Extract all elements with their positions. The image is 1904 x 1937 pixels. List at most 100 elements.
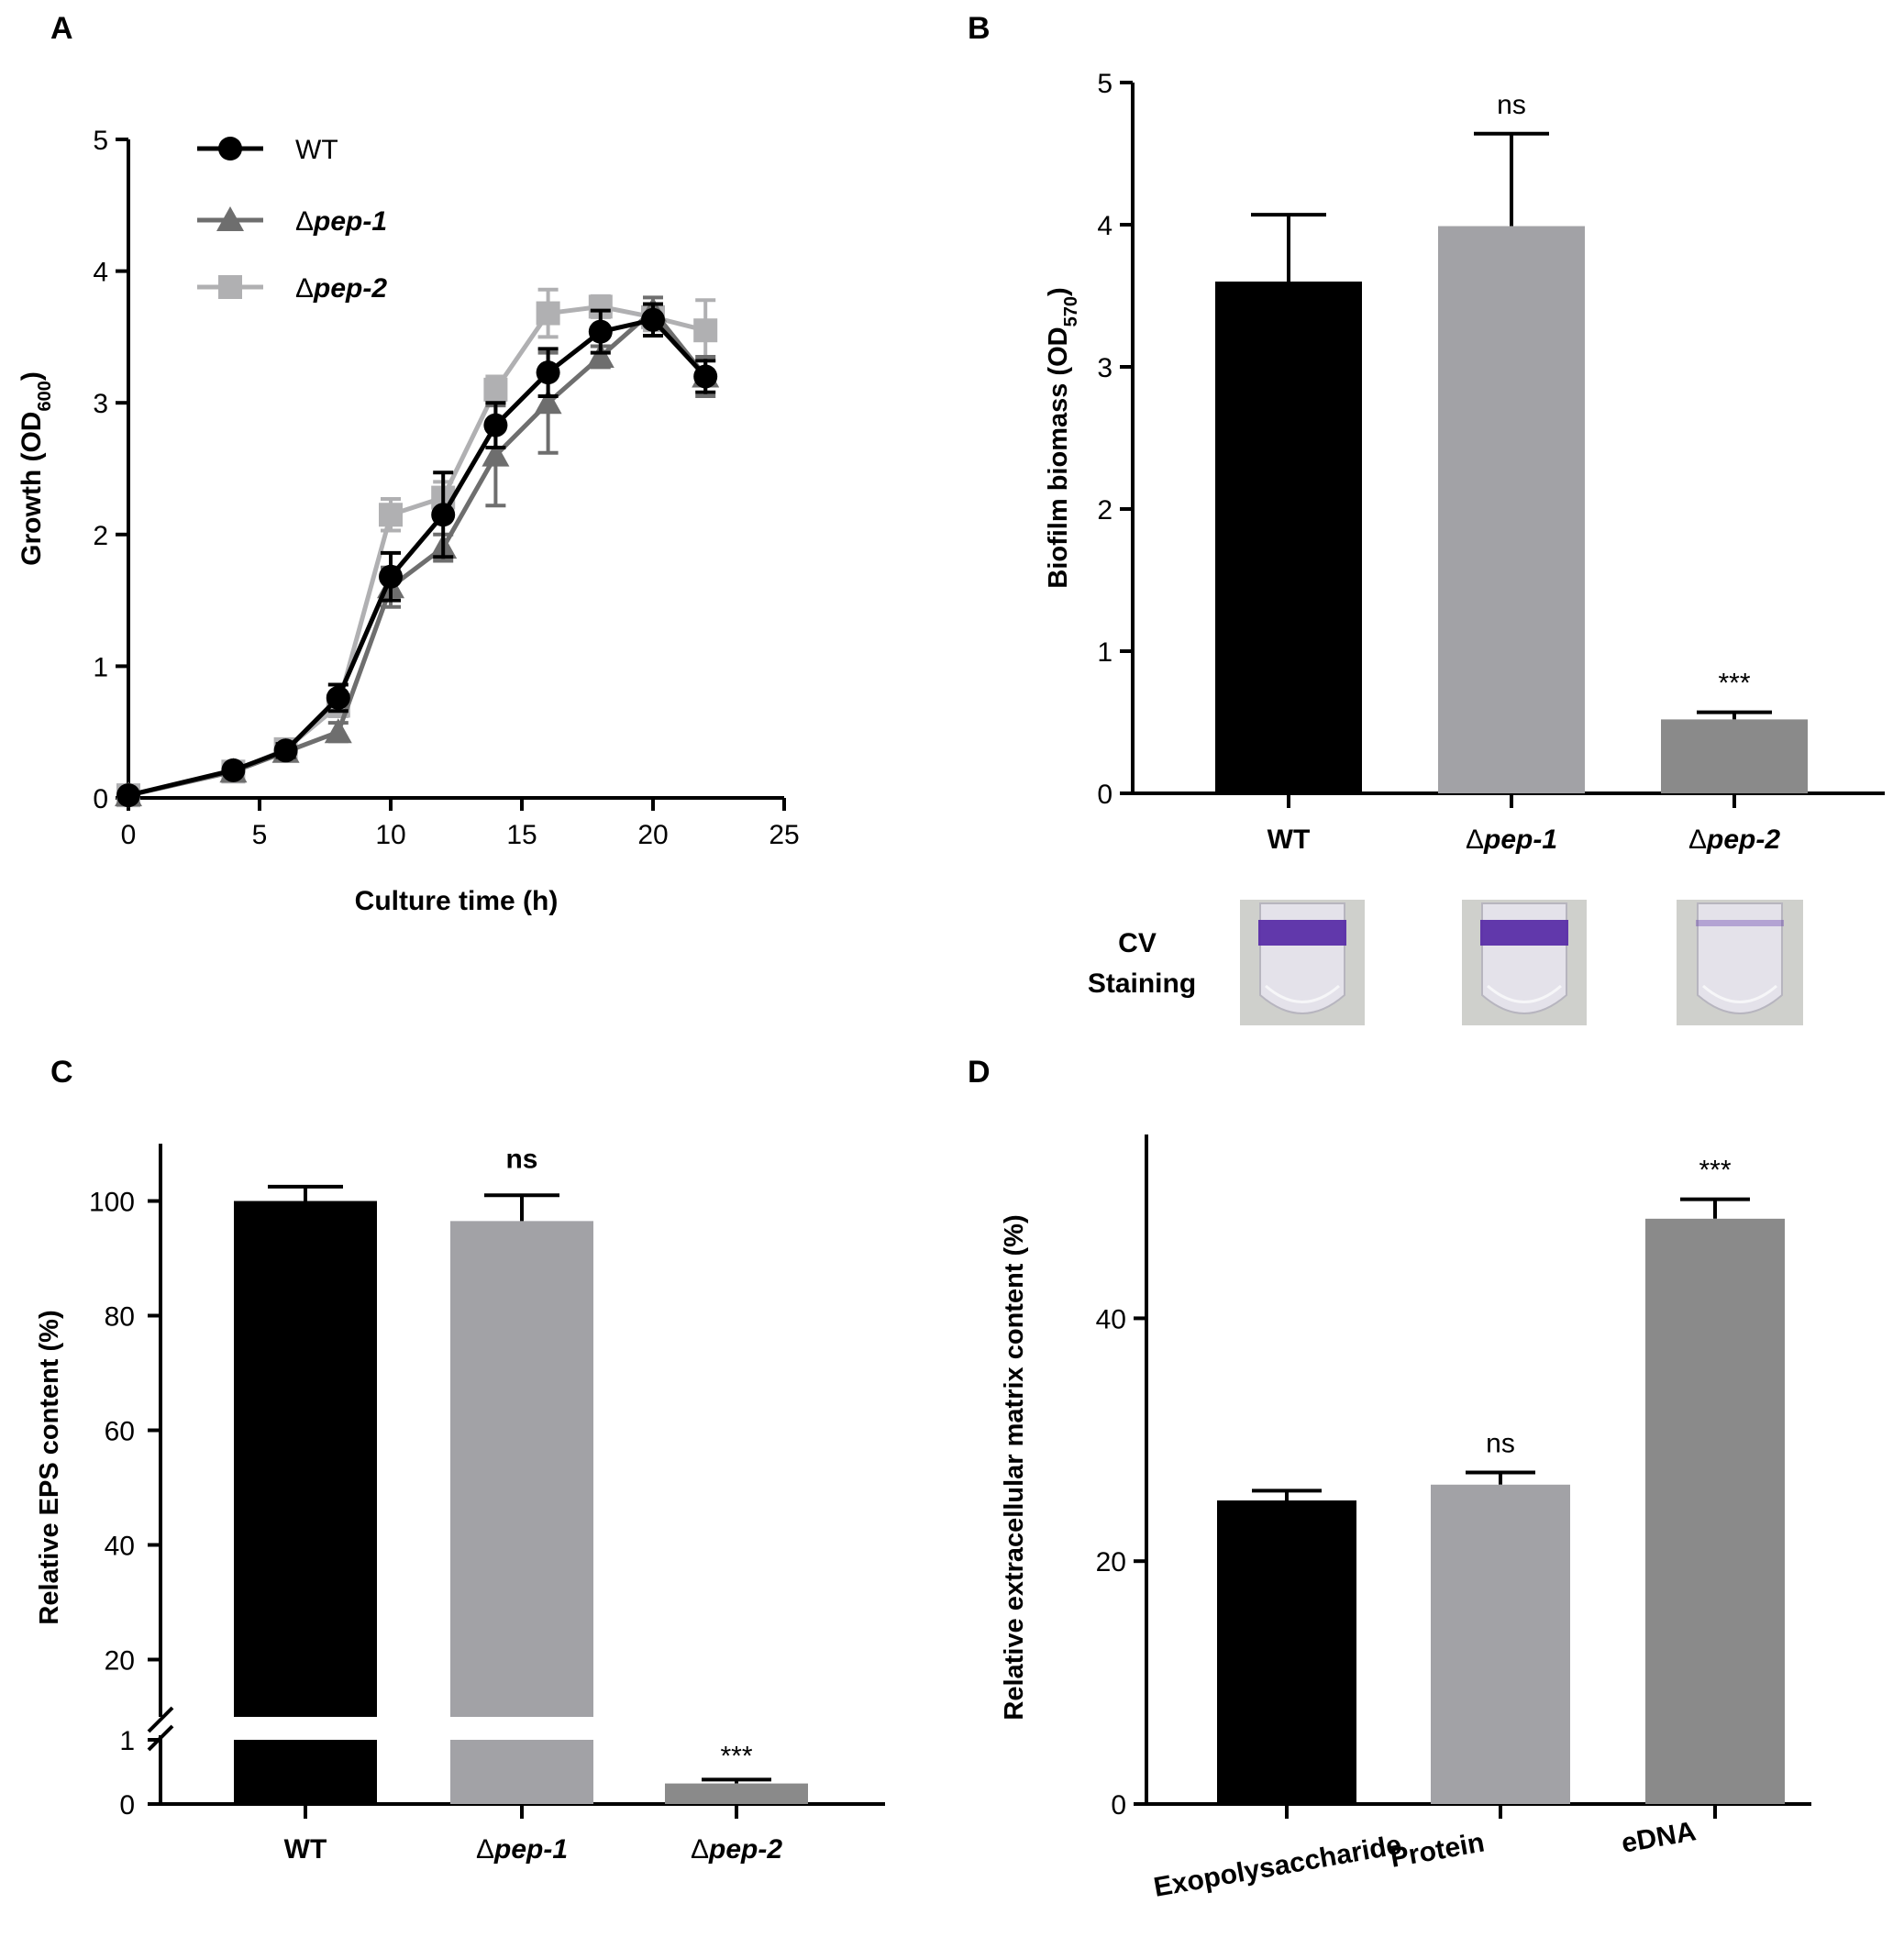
panel-a-point bbox=[116, 783, 140, 808]
panel-b-stain-band bbox=[1696, 920, 1784, 926]
panel-b-inset-label-line2: Staining bbox=[1088, 968, 1196, 999]
panel-d-bar bbox=[1431, 1484, 1570, 1804]
panel-c-y-tick-label: 100 bbox=[89, 1188, 135, 1218]
panel-a-x-tick-label: 15 bbox=[506, 820, 537, 850]
panel-a-legend-marker bbox=[218, 137, 242, 160]
panel-b-cv-tube-photo bbox=[1677, 900, 1803, 1025]
panel-d-y-tick-label: 40 bbox=[1096, 1304, 1126, 1334]
panel-a-legend-label: Δpep-2 bbox=[295, 273, 387, 304]
panel-a-point bbox=[536, 360, 560, 385]
panel-a-point bbox=[324, 718, 352, 744]
panel-a-x-axis-label: Culture time (h) bbox=[355, 886, 559, 916]
panel-c-bar-lower bbox=[234, 1740, 377, 1804]
panel-a-point bbox=[326, 685, 350, 710]
panel-a-point bbox=[693, 318, 718, 343]
panel-d-y-tick-label: 0 bbox=[1111, 1790, 1126, 1821]
panel-label-d: D bbox=[968, 1055, 991, 1090]
panel-b-y-axis-label: Biofilm biomass (OD570) bbox=[1044, 287, 1081, 588]
panel-a-x-tick-label: 0 bbox=[121, 820, 137, 850]
panel-b-inset-label-line1: CV bbox=[1118, 928, 1157, 958]
panel-c-eps-content: 0 1 20 40 60 80 100 Relative EPS content (%) WT n… bbox=[35, 1144, 885, 1865]
panel-b-tube bbox=[1697, 902, 1783, 1014]
panel-c-y-tick-label: 80 bbox=[105, 1302, 135, 1333]
panel-c-significance: *** bbox=[720, 1741, 752, 1771]
panel-b-y-tick-label: 0 bbox=[1097, 780, 1113, 810]
panel-c-axis-break-mark bbox=[147, 1706, 174, 1733]
panel-label-a: A bbox=[50, 11, 73, 46]
panel-a-growth-curve: 0 1 2 3 4 5 0 5 10 15 20 25 Culture time (h) Growth (… bbox=[17, 126, 800, 916]
panel-a-point bbox=[483, 377, 508, 402]
panel-c-y-tick-label: 60 bbox=[105, 1417, 135, 1447]
panel-c-y-tick-label: 1 bbox=[119, 1726, 135, 1756]
panel-b-category-label: Δpep-1 bbox=[1466, 825, 1557, 855]
panel-b-stain-band bbox=[1258, 920, 1346, 946]
panel-a-x-tick-label: 10 bbox=[375, 820, 405, 850]
panel-d-category-label: eDNA bbox=[1619, 1816, 1698, 1859]
panel-a-point bbox=[588, 319, 613, 344]
panel-a-point bbox=[586, 342, 614, 368]
panel-a-point bbox=[536, 301, 560, 326]
panel-a-point bbox=[379, 503, 403, 527]
panel-a-y-tick-label: 5 bbox=[93, 126, 108, 156]
panel-a-y-tick-label: 0 bbox=[93, 784, 108, 814]
panel-d-y-tick-label: 20 bbox=[1096, 1547, 1126, 1577]
panel-d-significance: *** bbox=[1699, 1156, 1731, 1186]
panel-c-bar-upper bbox=[450, 1221, 593, 1717]
panel-a-y-axis-label: Growth (OD600) bbox=[17, 371, 55, 566]
panel-b-y-tick-label: 2 bbox=[1097, 495, 1113, 526]
panel-c-category-label: WT bbox=[284, 1834, 327, 1865]
panel-b-category-label: WT bbox=[1267, 825, 1311, 855]
panel-c-y-tick-label: 40 bbox=[105, 1532, 135, 1562]
panel-a-legend-entry: Δpep-1 bbox=[197, 206, 387, 237]
panel-a-legend-marker bbox=[218, 275, 242, 299]
panel-c-bar-upper bbox=[234, 1201, 377, 1717]
panel-a-x-tick-label: 25 bbox=[769, 820, 799, 850]
panel-a-point bbox=[693, 364, 718, 389]
panel-b-biofilm-biomass: 0 1 2 3 4 5 Biofilm biomass (OD570) WT Δpep-1 ns Δ… bbox=[1044, 69, 1885, 1025]
panel-c-bar-lower bbox=[450, 1740, 593, 1804]
panel-c-y-tick-label: 20 bbox=[105, 1646, 135, 1677]
panel-a-legend-entry: WT bbox=[197, 135, 338, 165]
panel-b-significance: ns bbox=[1497, 90, 1526, 120]
panel-c-bar-lower bbox=[665, 1783, 808, 1804]
panel-b-stain-band bbox=[1480, 920, 1568, 946]
panel-a-point bbox=[379, 564, 403, 589]
panel-a-series bbox=[116, 302, 718, 808]
panel-d-category-label: Exopolysaccharide bbox=[1151, 1830, 1403, 1903]
panel-b-y-tick-label: 5 bbox=[1097, 69, 1113, 99]
panel-d-bar bbox=[1645, 1218, 1785, 1804]
panel-a-y-tick-label: 2 bbox=[93, 521, 108, 551]
panel-a-point bbox=[431, 503, 456, 527]
panel-c-category-label: Δpep-2 bbox=[691, 1834, 782, 1865]
panel-b-y-tick-label: 3 bbox=[1097, 353, 1113, 383]
panel-a-series-line bbox=[127, 308, 708, 798]
panel-d-significance: ns bbox=[1486, 1429, 1515, 1459]
panel-a-y-tick-label: 4 bbox=[93, 258, 108, 288]
panel-a-legend-label: Δpep-1 bbox=[295, 206, 387, 237]
panel-a-series-line bbox=[127, 317, 708, 798]
panel-b-y-tick-label: 4 bbox=[1097, 211, 1113, 241]
panel-a-x-tick-label: 5 bbox=[252, 820, 268, 850]
panel-a-legend-marker bbox=[216, 206, 244, 231]
panel-b-bar bbox=[1438, 226, 1585, 794]
panel-d-matrix-content: 0 20 40 Relative extracellular matrix conte… bbox=[1000, 1135, 1811, 1903]
panel-a-point bbox=[483, 413, 508, 437]
panel-b-tube-highlight bbox=[1487, 984, 1562, 1003]
panel-label-c: C bbox=[50, 1055, 73, 1090]
panel-a-point bbox=[221, 758, 246, 782]
panel-c-significance: ns bbox=[505, 1144, 537, 1174]
panel-a-y-tick-label: 1 bbox=[93, 652, 108, 682]
panel-a-point bbox=[534, 389, 562, 415]
panel-c-y-tick-label: 0 bbox=[119, 1790, 135, 1821]
panel-a-series bbox=[115, 295, 720, 807]
panel-a-series-line bbox=[127, 304, 706, 798]
panel-a-legend-label: WT bbox=[295, 135, 338, 165]
panel-b-bar bbox=[1215, 282, 1362, 793]
panel-b-tube-highlight bbox=[1265, 984, 1340, 1003]
panel-a-legend-entry: Δpep-2 bbox=[197, 273, 387, 304]
panel-b-category-label: Δpep-2 bbox=[1688, 825, 1780, 855]
panel-a-point bbox=[641, 307, 665, 332]
panel-a-point bbox=[482, 441, 510, 467]
panel-b-tube-highlight bbox=[1702, 984, 1777, 1003]
